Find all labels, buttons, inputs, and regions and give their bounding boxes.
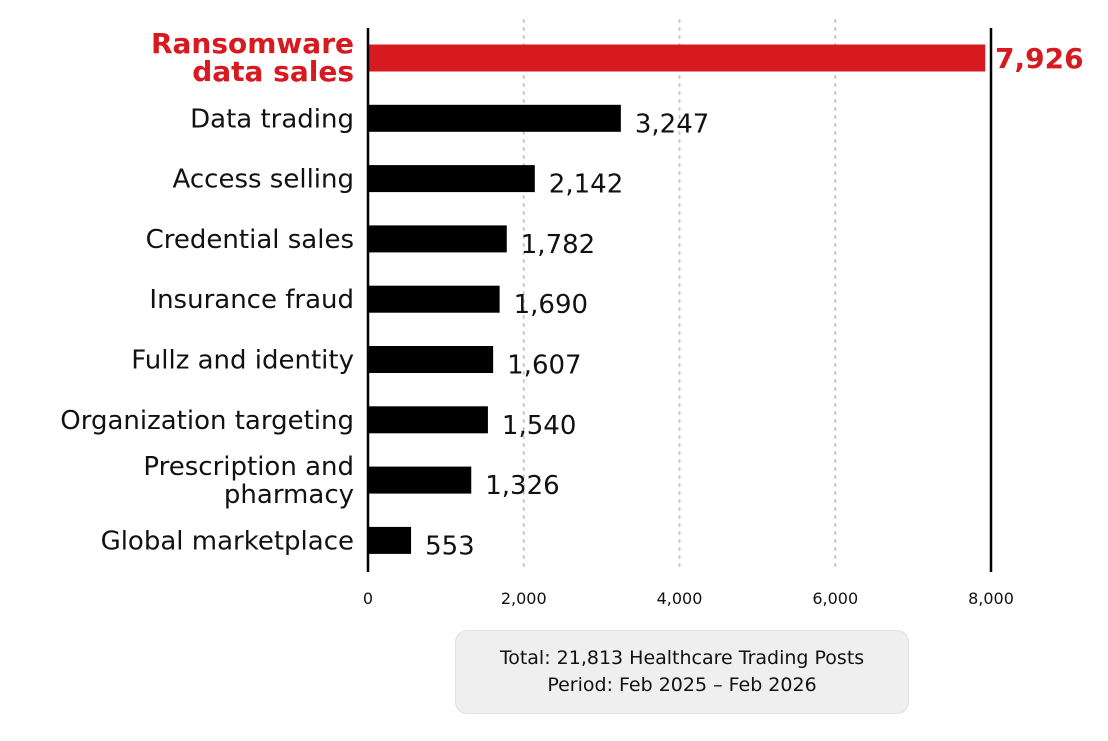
labels: 0 2,000 4,000 6,000 8,000 Ransomware data sale… [60, 27, 1083, 608]
summary-total: Total: 21,813 Healthcare Trading Posts [499, 647, 865, 669]
category-label: Data trading [190, 104, 354, 134]
summary-box: Total: 21,813 Healthcare Trading Posts P… [455, 630, 909, 714]
bar [368, 285, 500, 313]
bars [368, 44, 986, 554]
bar [368, 225, 507, 253]
bar [368, 526, 412, 554]
category-label: Ransomware data sales [151, 27, 354, 88]
value-label: 1,782 [521, 230, 595, 260]
bar [368, 406, 488, 434]
x-tick-label: 8,000 [968, 589, 1014, 608]
bar [368, 165, 535, 193]
value-label: 2,142 [549, 170, 623, 200]
category-label: Fullz and identity [131, 346, 354, 376]
summary-period: Period: Feb 2025 – Feb 2026 [547, 674, 817, 696]
x-tick-label: 0 [363, 589, 373, 608]
axes [366, 28, 993, 572]
category-label: Access selling [173, 165, 354, 195]
bar [368, 346, 494, 373]
value-label: 1,690 [514, 290, 588, 320]
category-label: Credential sales [146, 225, 354, 255]
bar [368, 466, 472, 494]
bar [368, 104, 621, 132]
value-label: 1,607 [507, 351, 581, 381]
value-label: 3,247 [635, 109, 709, 139]
x-tick-label: 2,000 [501, 589, 547, 608]
value-label: 1,540 [502, 411, 576, 441]
bar [368, 44, 986, 72]
category-label: Organization targeting [60, 406, 354, 436]
x-tick-label: 4,000 [657, 589, 703, 608]
x-tick-label: 6,000 [812, 589, 858, 608]
category-label: Prescription and pharmacy [143, 452, 354, 510]
category-label: Insurance fraud [149, 285, 354, 315]
category-label: Global marketplace [101, 526, 354, 556]
value-label: 7,926 [995, 42, 1084, 75]
value-label: 553 [425, 531, 475, 561]
value-label: 1,326 [485, 471, 559, 501]
